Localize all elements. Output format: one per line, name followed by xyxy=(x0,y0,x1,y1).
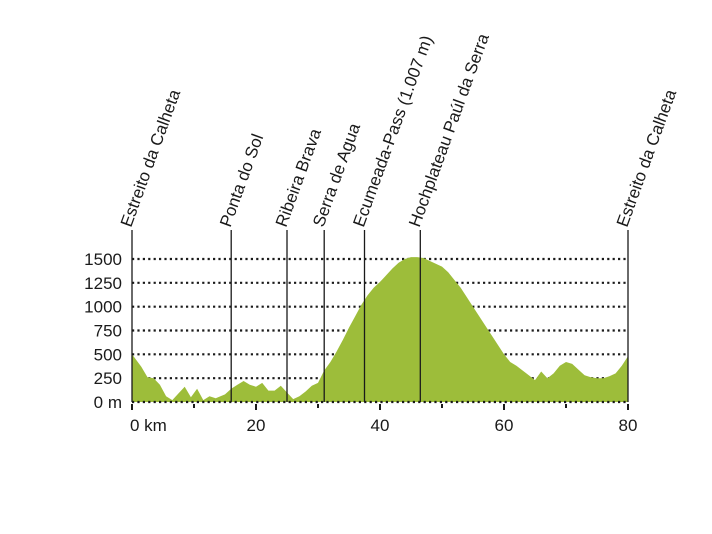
place-label-0: Estreito da Calheta xyxy=(117,86,184,229)
y-tick-label-1000: 1000 xyxy=(84,298,122,317)
y-tick-label-250: 250 xyxy=(94,369,122,388)
place-label-1: Ponta do Sol xyxy=(216,131,267,229)
grid-lines xyxy=(132,257,628,380)
y-tick-label-1500: 1500 xyxy=(84,250,122,269)
y-tick-label-750: 750 xyxy=(94,322,122,341)
y-tick-label-500: 500 xyxy=(94,345,122,364)
x-tick-label-60: 60 xyxy=(495,416,514,435)
place-markers xyxy=(131,230,629,402)
elevation-area xyxy=(132,257,628,402)
place-labels: Estreito da Calheta Ponta do Sol Ribeira B… xyxy=(117,31,680,230)
x-axis-tick-labels: 0 km 20 40 60 80 xyxy=(130,416,637,435)
y-axis-tick-labels: 0 m 250 500 750 1000 1250 1500 xyxy=(84,250,122,412)
elevation-area-layer xyxy=(132,257,628,402)
y-tick-label-1250: 1250 xyxy=(84,274,122,293)
x-axis xyxy=(131,400,629,410)
x-tick-label-0: 0 km xyxy=(130,416,167,435)
y-tick-label-0: 0 m xyxy=(94,393,122,412)
x-tick-label-20: 20 xyxy=(247,416,266,435)
x-tick-label-40: 40 xyxy=(371,416,390,435)
x-tick-label-80: 80 xyxy=(619,416,638,435)
place-label-6: Estreito da Calheta xyxy=(613,86,680,229)
